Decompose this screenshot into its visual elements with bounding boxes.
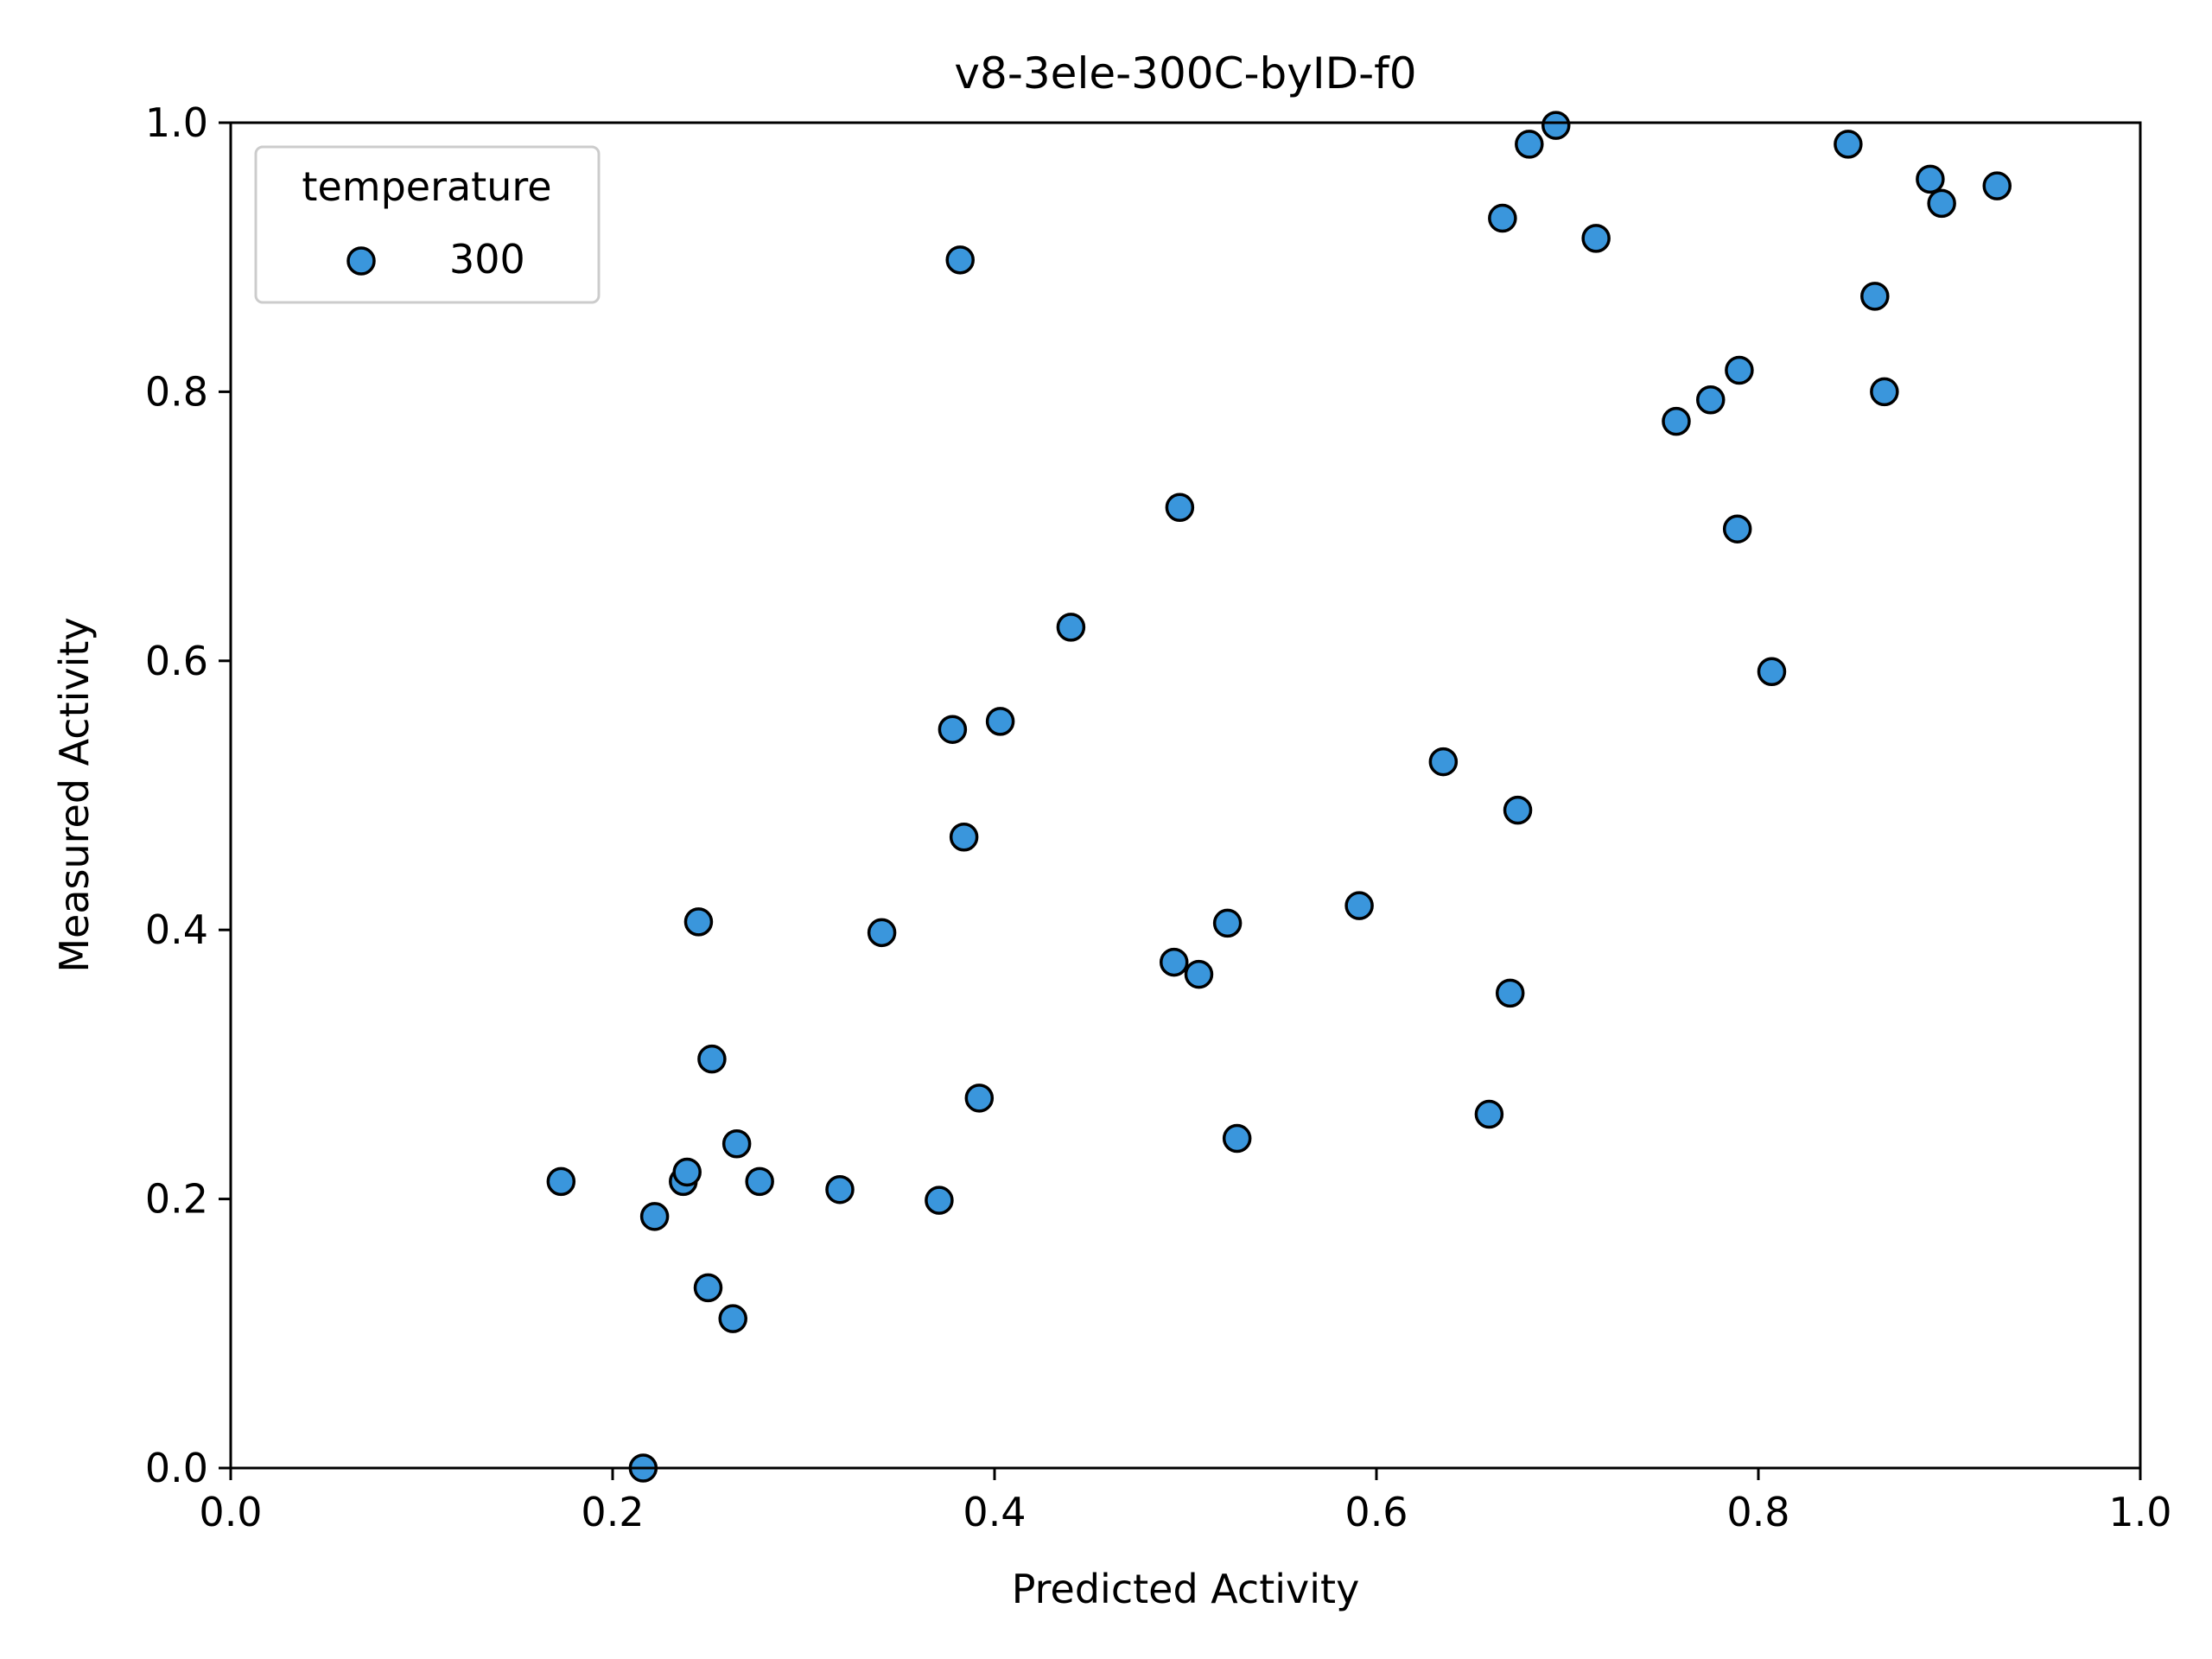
- data-point: [938, 715, 968, 744]
- data-point: [1982, 171, 2012, 200]
- legend-marker: [346, 246, 376, 276]
- data-point: [1488, 203, 1517, 233]
- legend-box: [254, 145, 601, 304]
- data-point: [1834, 130, 1863, 159]
- x-tick-label: 0.2: [581, 1489, 644, 1535]
- data-point: [639, 1202, 670, 1231]
- data-point: [1503, 795, 1533, 825]
- data-point: [1056, 613, 1086, 642]
- data-point: [1474, 1099, 1504, 1129]
- y-tick-label: 1.0: [145, 99, 208, 146]
- data-point: [693, 1273, 723, 1303]
- data-point: [1541, 111, 1571, 140]
- x-axis-label: Predicted Activity: [1012, 1566, 1360, 1612]
- y-tick-label: 0.4: [145, 906, 208, 953]
- data-point: [867, 918, 897, 948]
- data-point: [1725, 355, 1754, 385]
- legend-title: temperature: [302, 163, 551, 210]
- x-axis-ticks: 0.0 0.2 0.4 0.6 0.8 1.0: [199, 1468, 2172, 1535]
- data-point: [745, 1166, 774, 1197]
- y-axis-label: Measured Activity: [51, 617, 98, 972]
- data-point: [1927, 188, 1956, 219]
- data-point: [1696, 385, 1726, 415]
- y-tick-label: 0.0: [145, 1445, 208, 1491]
- data-point: [1222, 1123, 1252, 1154]
- data-point: [672, 1157, 702, 1187]
- data-point: [546, 1166, 576, 1197]
- data-point: [964, 1084, 995, 1113]
- data-point: [985, 707, 1015, 736]
- x-tick-label: 0.8: [1726, 1489, 1789, 1535]
- x-tick-label: 0.0: [199, 1489, 262, 1535]
- data-point: [1581, 224, 1611, 253]
- data-point: [1662, 406, 1691, 436]
- data-point: [1916, 164, 1945, 194]
- legend: temperature 300: [254, 145, 601, 304]
- x-tick-label: 0.4: [963, 1489, 1026, 1535]
- plot-frame: [229, 121, 2142, 1470]
- data-point: [1495, 978, 1525, 1008]
- legend-entry-label: 300: [449, 236, 525, 283]
- data-point: [1515, 130, 1544, 159]
- data-points: [546, 111, 2012, 1483]
- chart-title: v8-3ele-300C-byID-f0: [954, 48, 1416, 99]
- data-point: [949, 823, 979, 852]
- y-tick-label: 0.8: [145, 368, 208, 415]
- data-point: [721, 1129, 752, 1159]
- y-tick-label: 0.2: [145, 1176, 208, 1223]
- data-point: [1344, 891, 1374, 920]
- x-tick-label: 1.0: [2108, 1489, 2171, 1535]
- data-point: [1860, 282, 1890, 311]
- data-point: [1722, 514, 1752, 543]
- data-point: [1184, 959, 1214, 989]
- data-point: [1428, 747, 1459, 777]
- data-point: [925, 1185, 954, 1215]
- data-point: [1165, 493, 1195, 523]
- data-point: [697, 1044, 727, 1074]
- data-point: [825, 1174, 855, 1205]
- y-axis-ticks: 0.0 0.2 0.4 0.6 0.8 1.0: [145, 99, 231, 1491]
- data-point: [1212, 908, 1243, 938]
- data-point: [683, 907, 714, 937]
- data-point: [945, 245, 975, 275]
- data-point: [718, 1304, 747, 1333]
- x-tick-label: 0.6: [1344, 1489, 1408, 1535]
- data-point: [1159, 947, 1189, 977]
- data-point: [1757, 657, 1787, 687]
- y-tick-label: 0.6: [145, 638, 208, 684]
- data-point: [1870, 377, 1899, 407]
